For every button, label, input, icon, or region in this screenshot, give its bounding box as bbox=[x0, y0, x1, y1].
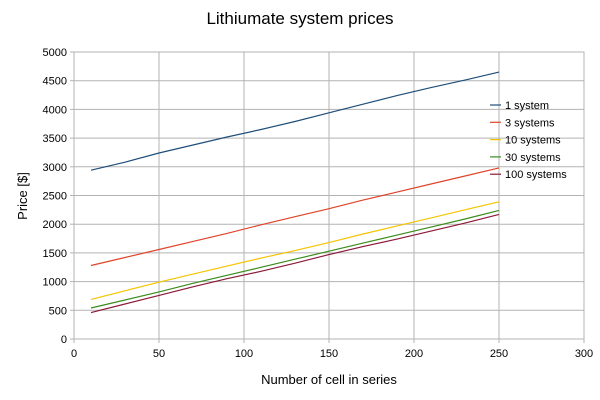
x-axis-title: Number of cell in series bbox=[261, 372, 397, 387]
x-tick-label: 100 bbox=[235, 348, 253, 360]
x-tick-label: 0 bbox=[71, 348, 77, 360]
y-tick-label: 4000 bbox=[43, 104, 67, 116]
y-tick-label: 500 bbox=[49, 305, 67, 317]
series-line-4 bbox=[90, 209, 500, 309]
series-line-5 bbox=[90, 213, 500, 314]
x-tick-label: 300 bbox=[575, 348, 593, 360]
x-tick-label: 250 bbox=[490, 348, 508, 360]
x-tick-label: 150 bbox=[320, 348, 338, 360]
y-tick-label: 5000 bbox=[43, 47, 67, 59]
legend: 1 system 3 systems 10 systems 30 systems 100… bbox=[490, 100, 567, 181]
chart-title: Lithiumate system prices bbox=[206, 9, 393, 28]
axes bbox=[70, 51, 585, 343]
legend-label-4: 30 systems bbox=[505, 152, 561, 164]
series-line-2 bbox=[90, 167, 500, 267]
series-line-3 bbox=[90, 201, 500, 300]
legend-label-3: 10 systems bbox=[505, 135, 561, 147]
y-tick-label: 1000 bbox=[43, 277, 67, 289]
legend-label-1: 1 system bbox=[505, 100, 549, 112]
grid-lines bbox=[73, 51, 585, 340]
y-tick-label: 2000 bbox=[43, 219, 67, 231]
series-lines bbox=[90, 71, 500, 314]
y-tick-label: 0 bbox=[61, 334, 67, 346]
y-axis-title: Price [$] bbox=[15, 172, 30, 220]
legend-label-2: 3 systems bbox=[505, 117, 555, 129]
x-tick-label: 200 bbox=[405, 348, 423, 360]
y-tick-label: 3000 bbox=[43, 162, 67, 174]
tick-labels: 0500100015002000250030003500400045005000… bbox=[43, 47, 594, 360]
plot-area-border bbox=[73, 51, 585, 340]
y-tick-label: 3500 bbox=[43, 133, 67, 145]
series-line-1 bbox=[90, 71, 500, 171]
y-tick-label: 1500 bbox=[43, 248, 67, 260]
legend-label-5: 100 systems bbox=[505, 169, 567, 181]
y-tick-label: 2500 bbox=[43, 191, 67, 203]
x-tick-label: 50 bbox=[153, 348, 165, 360]
y-tick-label: 4500 bbox=[43, 76, 67, 88]
